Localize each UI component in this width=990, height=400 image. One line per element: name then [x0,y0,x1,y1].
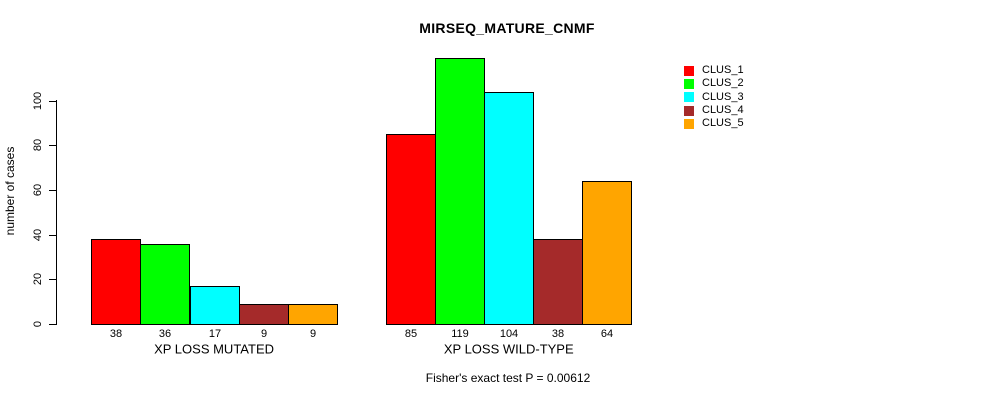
legend-label: CLUS_5 [702,117,744,130]
y-tick-label: 60 [32,183,44,197]
legend: CLUS_1 CLUS_2 CLUS_3 CLUS_4 CLUS_5 [684,64,744,130]
y-tick-label: 20 [32,272,44,286]
y-axis-line [56,100,57,325]
legend-label: CLUS_3 [702,90,744,103]
y-tick-label: 0 [32,320,44,328]
bar-clus_1-1 [91,239,141,325]
bar-value-label: 9 [260,328,268,340]
bar-clus_4-2 [533,239,583,325]
bar-value-label: 17 [208,328,222,340]
bar-clus_3-1 [190,286,240,325]
bar-value-label: 36 [158,328,172,340]
group-label-2: XP LOSS WILD-TYPE [443,341,574,357]
legend-swatch-icon [684,118,694,129]
legend-swatch-icon [684,78,694,89]
bar-value-label: 38 [551,328,565,340]
bar-value-label: 9 [309,328,317,340]
chart-title: MIRSEQ_MATURE_CNMF [419,20,595,36]
y-tick-label: 40 [32,228,44,242]
legend-swatch-icon [684,92,694,103]
bar-value-label: 85 [404,328,418,340]
y-tick-label: 100 [32,91,44,111]
y-tick-mark [49,145,56,146]
caption: Fisher's exact test P = 0.00612 [425,371,591,385]
bar-clus_2-2 [435,58,485,325]
bar-value-label: 104 [499,328,519,340]
bar-clus_1-2 [386,134,436,325]
bar-value-label: 64 [600,328,614,340]
bar-clus_2-1 [140,244,190,325]
legend-swatch-icon [684,105,694,116]
bar-clus_4-1 [239,304,289,325]
legend-swatch-icon [684,65,694,76]
bar-clus_5-2 [582,181,632,325]
legend-row: CLUS_3 [684,91,744,104]
bar-value-label: 119 [451,328,469,340]
legend-label: CLUS_2 [702,77,744,90]
legend-label: CLUS_1 [702,64,744,77]
bar-clus_5-1 [288,304,338,325]
y-axis-label: number of cases [3,146,17,236]
legend-row: CLUS_2 [684,77,744,90]
legend-row: CLUS_4 [684,104,744,117]
legend-row: CLUS_1 [684,64,744,77]
bar-value-label: 38 [109,328,123,340]
y-tick-mark [49,235,56,236]
group-label-1: XP LOSS MUTATED [154,341,275,357]
legend-row: CLUS_5 [684,117,744,130]
y-tick-mark [49,101,56,102]
y-tick-label: 80 [32,138,44,152]
y-tick-mark [49,324,56,325]
y-tick-mark [49,279,56,280]
legend-label: CLUS_4 [702,104,744,117]
y-tick-mark [49,190,56,191]
bar-clus_3-2 [484,92,534,325]
